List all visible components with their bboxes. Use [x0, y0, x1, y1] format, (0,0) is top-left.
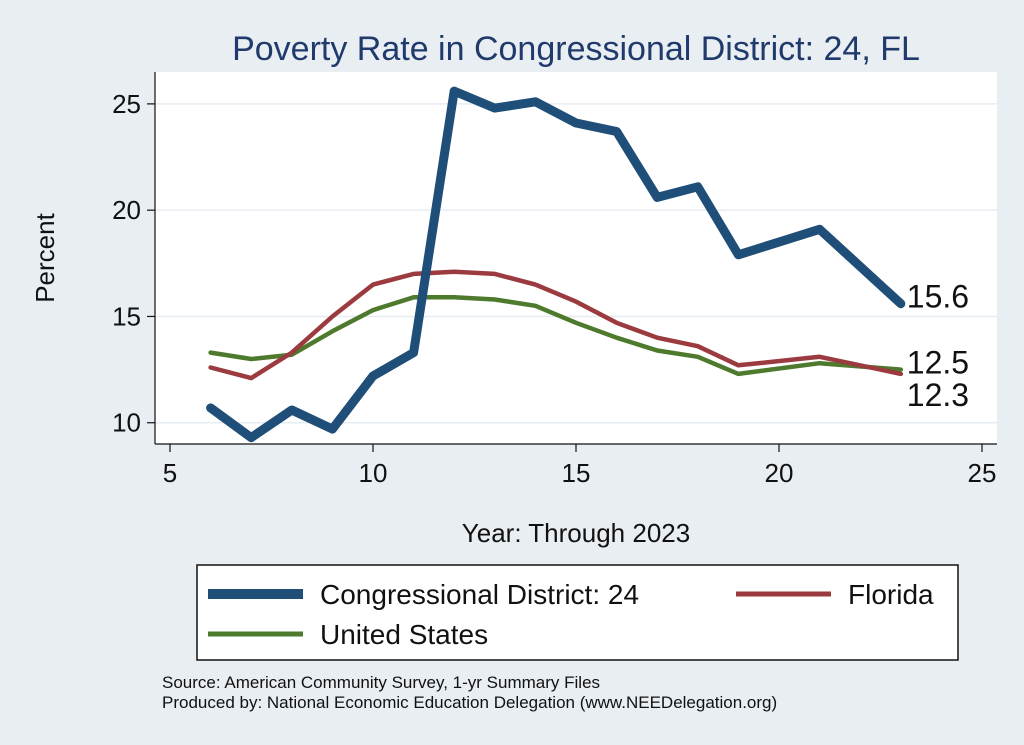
x-tick-label: 25 [968, 458, 997, 488]
x-tick-label: 15 [562, 458, 591, 488]
x-tick-label: 20 [765, 458, 794, 488]
legend-label-0: Congressional District: 24 [320, 579, 639, 610]
series-line-1 [208, 269, 904, 381]
y-tick-label: 25 [112, 89, 141, 119]
end-labels: 15.6 12.312.5 [907, 279, 969, 413]
legend-items: Congressional District: 24 Florida United … [208, 579, 934, 650]
end-label-1: 12.3 [907, 377, 969, 413]
axes: 10 15 20 25 5 10 15 20 25 [112, 72, 997, 488]
y-tick-label: 10 [112, 408, 141, 438]
series-line-2 [208, 295, 904, 377]
x-tick-label: 10 [359, 458, 388, 488]
source-line-2: Produced by: National Economic Education… [162, 693, 777, 712]
x-axis-label: Year: Through 2023 [462, 518, 690, 548]
chart-title: Poverty Rate in Congressional District: … [232, 30, 920, 68]
end-label-2: 12.5 [907, 345, 969, 381]
y-tick-label: 20 [112, 195, 141, 225]
y-axis-label: Percent [30, 212, 60, 302]
source-line-1: Source: American Community Survey, 1-yr … [162, 673, 600, 692]
end-label-0: 15.6 [907, 279, 969, 315]
legend [196, 564, 959, 661]
y-tick-label: 15 [112, 301, 141, 331]
x-tick-label: 5 [163, 458, 177, 488]
plot-area [155, 72, 997, 444]
series-line-0 [206, 86, 906, 443]
legend-label-2: United States [320, 619, 488, 650]
series [206, 86, 906, 443]
grid [155, 103, 997, 424]
legend-label-1: Florida [848, 579, 934, 610]
